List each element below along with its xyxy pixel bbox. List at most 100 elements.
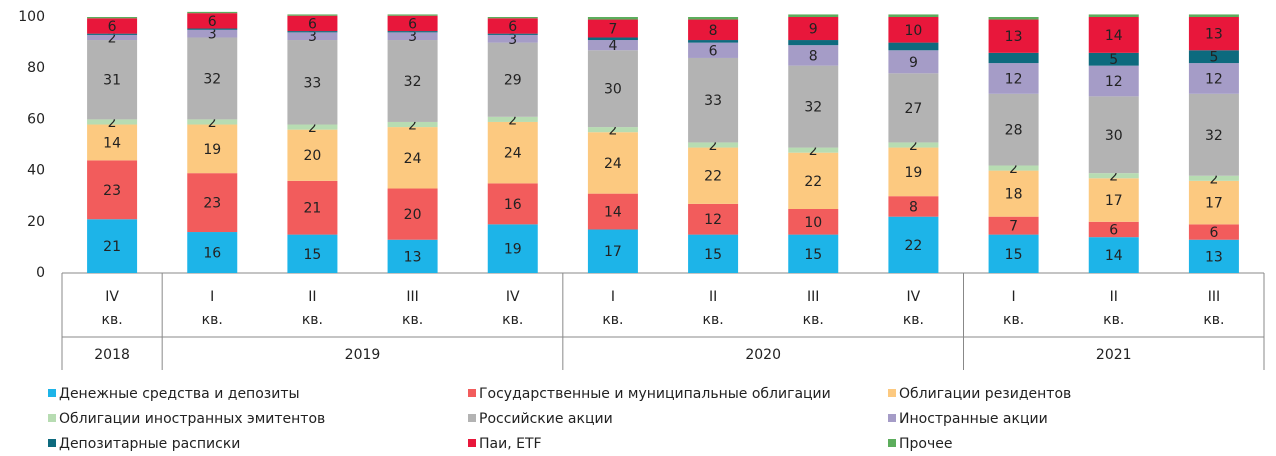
legend-swatch [888, 439, 896, 447]
data-label: 2 [408, 118, 417, 134]
bar-segment [87, 160, 138, 220]
bar-segment [1188, 17, 1239, 51]
bar-segment [988, 170, 1039, 217]
data-label: 14 [1105, 248, 1123, 264]
legend-swatch [468, 414, 476, 422]
bar-segment [187, 11, 238, 14]
bar-segment [187, 37, 238, 120]
bar-segment [1188, 224, 1239, 240]
bar-segment [487, 121, 538, 184]
bar-segment [988, 52, 1039, 64]
data-label: 6 [1209, 225, 1218, 241]
data-label: 2 [208, 115, 217, 131]
data-label: 32 [804, 100, 822, 116]
bar-segment [788, 45, 839, 66]
x-tick-label: III [406, 289, 418, 305]
data-label: 7 [608, 22, 617, 38]
bar-segment [287, 15, 338, 32]
x-tick-label: IV [506, 289, 520, 305]
data-label: 7 [1009, 219, 1018, 235]
bar-segment [1088, 17, 1139, 53]
legend-swatch [468, 439, 476, 447]
bar-segment [888, 42, 939, 51]
bar-segment [287, 14, 338, 16]
data-label: 6 [1109, 222, 1118, 238]
bar-segment [1188, 180, 1239, 225]
bar-segment [688, 203, 739, 235]
data-label: 8 [909, 199, 918, 215]
bar-segment [187, 119, 238, 125]
bar-segment [888, 50, 939, 74]
data-label: 19 [905, 165, 923, 181]
legend-text: Облигации резидентов [899, 386, 1071, 402]
bar-segment [888, 73, 939, 143]
data-label: 3 [508, 32, 517, 48]
x-tick-label: I [1012, 289, 1016, 305]
legend-text: Государственные и муниципальные облигаци… [479, 386, 831, 402]
data-label: 32 [1205, 128, 1223, 144]
data-label: 2 [909, 138, 918, 154]
x-tick-label: кв. [1103, 312, 1124, 328]
bar-segment [387, 188, 438, 240]
bar-segment [888, 196, 939, 217]
data-label: 6 [108, 19, 117, 35]
bar-segment [688, 234, 739, 273]
data-label: 2 [108, 30, 117, 46]
bar-segment [387, 14, 438, 16]
x-tick-label: кв. [803, 312, 824, 328]
bar-segment [87, 17, 138, 19]
y-tick-label: 100 [18, 9, 45, 25]
data-label: 5 [1109, 52, 1118, 68]
data-label: 30 [1105, 128, 1123, 144]
x-tick-label: I [611, 289, 615, 305]
bar-segment [788, 152, 839, 209]
group-label: 2019 [345, 347, 381, 363]
data-label: 3 [408, 29, 417, 45]
bar-segment [1188, 175, 1239, 181]
x-tick-label: кв. [1203, 312, 1224, 328]
bar-segment [888, 142, 939, 148]
data-label: 17 [604, 244, 622, 260]
data-label: 4 [608, 38, 617, 54]
data-label: 24 [404, 151, 422, 167]
legend-text: Прочее [899, 436, 952, 452]
bar-segment [87, 34, 138, 41]
bar-segment [788, 65, 839, 148]
x-tick-label: кв. [202, 312, 223, 328]
bar-segment [1088, 221, 1139, 238]
x-tick-label: кв. [302, 312, 323, 328]
data-label: 12 [704, 212, 722, 228]
bar-segment [487, 18, 538, 34]
data-label: 32 [404, 74, 422, 90]
bar-segment [87, 219, 138, 273]
x-tick-label: кв. [402, 312, 423, 328]
data-label: 20 [404, 207, 422, 223]
data-label: 22 [704, 169, 722, 185]
bar-segment [287, 180, 338, 235]
x-tick-label: IV [105, 289, 119, 305]
bar-segment [888, 14, 939, 17]
data-label: 9 [909, 55, 918, 71]
group-label: 2020 [745, 347, 781, 363]
data-label: 8 [809, 48, 818, 64]
data-label: 33 [704, 93, 722, 109]
data-label: 16 [203, 246, 221, 262]
bar-segment [487, 116, 538, 122]
bar-segment [487, 17, 538, 19]
bar-segment [1088, 14, 1139, 17]
x-tick-label: I [210, 289, 214, 305]
data-label: 8 [709, 23, 718, 39]
data-label: 13 [1005, 29, 1023, 45]
legend-text: Депозитарные расписки [59, 436, 240, 452]
x-tick-label: II [308, 289, 316, 305]
bar-segment [587, 50, 638, 128]
data-label: 13 [404, 249, 422, 265]
group-label: 2021 [1096, 347, 1132, 363]
data-label: 15 [1005, 247, 1023, 263]
bar-segment [888, 17, 939, 43]
bar-segment [287, 129, 338, 181]
data-label: 14 [604, 205, 622, 221]
legend-text: Иностранные акции [899, 411, 1048, 427]
bar-segment [1088, 178, 1139, 222]
